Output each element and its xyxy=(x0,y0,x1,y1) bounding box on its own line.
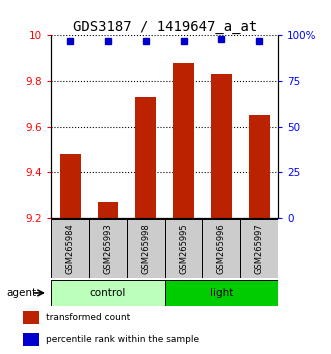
Text: GSM265993: GSM265993 xyxy=(104,223,113,274)
Bar xyxy=(89,219,127,278)
Bar xyxy=(23,333,39,346)
Bar xyxy=(211,74,232,218)
Bar xyxy=(173,63,194,218)
Text: transformed count: transformed count xyxy=(46,313,131,322)
Text: GSM265995: GSM265995 xyxy=(179,223,188,274)
Text: agent: agent xyxy=(7,288,37,298)
Bar xyxy=(51,219,89,278)
Title: GDS3187 / 1419647_a_at: GDS3187 / 1419647_a_at xyxy=(72,21,257,34)
Text: control: control xyxy=(90,288,126,298)
Text: GSM265984: GSM265984 xyxy=(66,223,75,274)
Text: GSM265997: GSM265997 xyxy=(255,223,264,274)
Text: light: light xyxy=(210,288,233,298)
Bar xyxy=(240,219,278,278)
Bar xyxy=(165,219,203,278)
Bar xyxy=(23,312,39,324)
Bar xyxy=(165,280,278,306)
Bar xyxy=(98,202,118,218)
Bar xyxy=(135,97,156,218)
Bar xyxy=(127,219,165,278)
Bar xyxy=(60,154,80,218)
Bar xyxy=(203,219,240,278)
Text: GSM265998: GSM265998 xyxy=(141,223,150,274)
Bar xyxy=(51,280,165,306)
Text: percentile rank within the sample: percentile rank within the sample xyxy=(46,335,200,344)
Text: GSM265996: GSM265996 xyxy=(217,223,226,274)
Bar xyxy=(249,115,269,218)
